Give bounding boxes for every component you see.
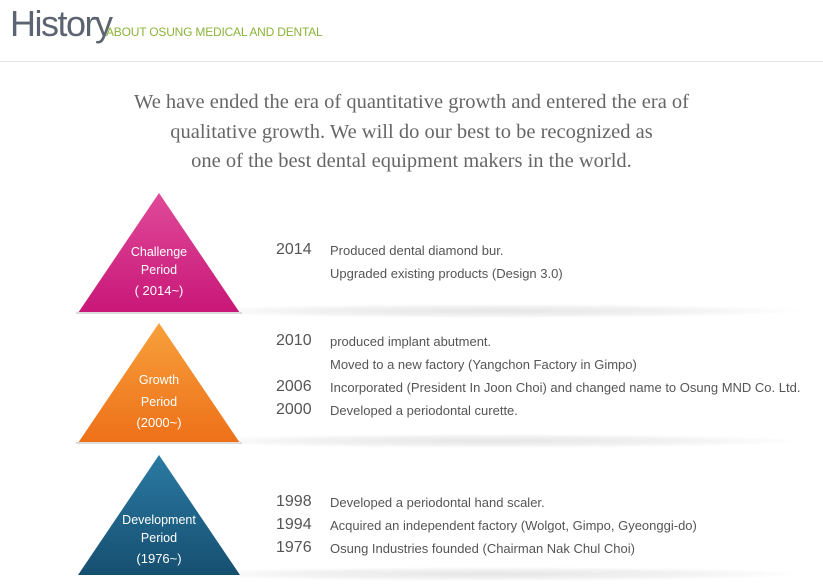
period-triangle: Development Period (1976~): [78, 455, 240, 575]
event-text: Osung Industries founded (Chairman Nak C…: [330, 541, 635, 556]
event-text: produced implant abutment.: [330, 334, 492, 349]
period-growth: Growth Period (2000~) 2010 produced impl…: [0, 323, 823, 448]
intro-statement: We have ended the era of quantitative gr…: [0, 88, 823, 177]
period-triangle: Growth Period (2000~): [78, 323, 240, 443]
event-text: Upgraded existing products (Design 3.0): [330, 266, 563, 281]
period-name: Period: [140, 263, 178, 277]
intro-line: We have ended the era of quantitative gr…: [133, 91, 689, 113]
divider-shadow: [240, 304, 800, 318]
event-text: Incorporated (President In Joon Choi) an…: [330, 380, 801, 395]
period-name: Period: [140, 395, 178, 409]
period-triangle: Challenge Period ( 2014~): [78, 193, 240, 313]
period-challenge: Challenge Period ( 2014~) 2014 Produced …: [0, 193, 823, 318]
event-year: 1998: [276, 493, 312, 510]
event-text: Moved to a new factory (Yangchon Factory…: [330, 357, 637, 372]
header-divider: [0, 61, 823, 62]
event-text: Produced dental diamond bur.: [330, 243, 504, 258]
period-years: (2000~): [136, 415, 182, 430]
triangle-shape: [78, 455, 240, 575]
event-year: 2014: [276, 241, 312, 258]
event-text: Developed a periodontal hand scaler.: [330, 495, 545, 510]
divider-shadow: [240, 567, 800, 581]
event-text: Developed a periodontal curette.: [330, 403, 518, 418]
period-label: Growth Period (2000~): [78, 371, 240, 432]
triangle-shape: [78, 323, 240, 443]
period-years: (1976~): [136, 551, 182, 566]
event-year: 2010: [276, 332, 312, 349]
divider-shadow: [240, 434, 800, 448]
page-header: History ABOUT OSUNG MEDICAL AND DENTAL: [0, 0, 823, 62]
triangle-shape: [78, 193, 240, 313]
intro-line: one of the best dental equipment makers …: [191, 150, 632, 172]
period-name: Period: [140, 531, 178, 545]
period-years: ( 2014~): [134, 283, 184, 298]
intro-line: qualitative growth. We will do our best …: [170, 120, 653, 143]
period-label: Development Period (1976~): [78, 511, 240, 568]
period-name: Challenge: [130, 245, 188, 259]
period-name: Growth: [138, 373, 180, 387]
period-name: Development: [122, 513, 196, 527]
event-text: Acquired an independent factory (Wolgot,…: [330, 518, 697, 533]
event-year: 2006: [276, 378, 312, 395]
divider: [76, 312, 242, 314]
divider: [76, 442, 242, 444]
period-label: Challenge Period ( 2014~): [78, 243, 240, 300]
event-year: 1976: [276, 539, 312, 556]
page-title: History: [10, 3, 113, 44]
event-year: 1994: [276, 516, 312, 533]
page-subtitle: ABOUT OSUNG MEDICAL AND DENTAL: [106, 25, 323, 39]
event-year: 2000: [276, 401, 312, 418]
period-development: Development Period (1976~) 1998 Develope…: [0, 455, 823, 581]
